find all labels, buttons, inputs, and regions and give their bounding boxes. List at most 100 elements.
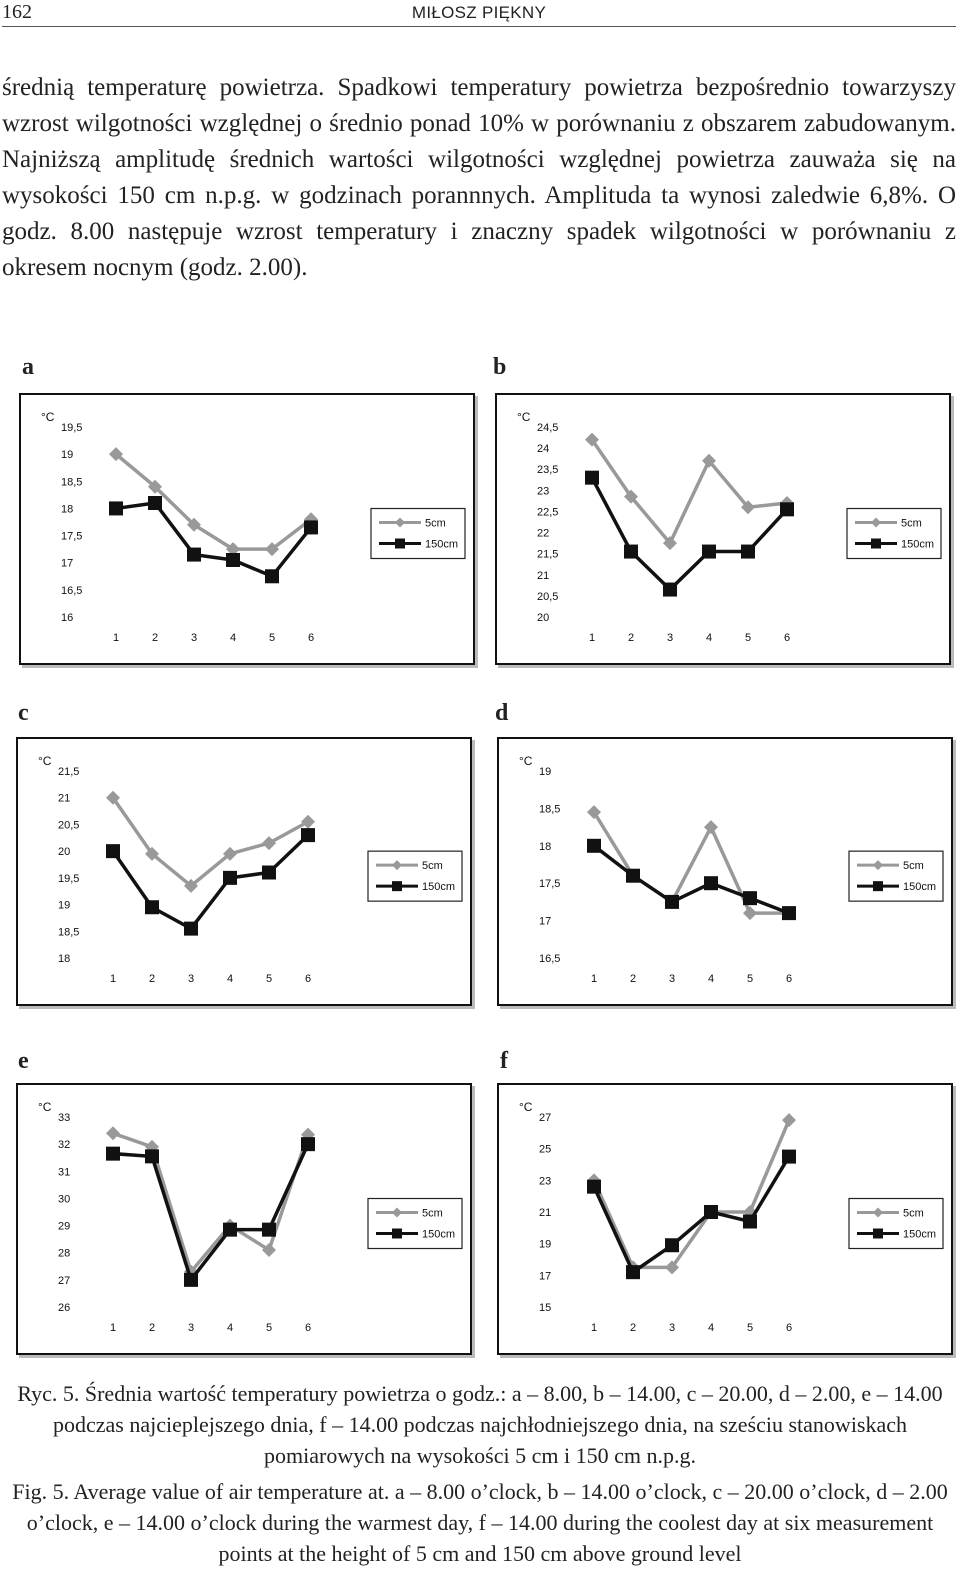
y-tick-label: 23 [539, 1175, 551, 1187]
x-tick-label: 3 [191, 632, 197, 644]
x-tick-label: 2 [152, 632, 158, 644]
y-tick-label: 16 [61, 612, 73, 624]
legend-marker-5cm [873, 1207, 883, 1218]
point-5cm [226, 542, 240, 557]
point-5cm [743, 906, 757, 921]
unit-label: °C [38, 754, 52, 768]
point-5cm [145, 846, 159, 861]
series-line-150cm [592, 1155, 791, 1275]
x-tick-label: 2 [149, 973, 155, 985]
point-150cm [184, 921, 198, 936]
y-tick-label: 19 [539, 766, 551, 778]
x-tick-label: 3 [188, 973, 194, 985]
y-tick-label: 18,5 [58, 926, 79, 938]
series-line-150cm [111, 833, 310, 931]
point-150cm [587, 838, 601, 853]
legend-marker-150cm [395, 538, 405, 549]
legend-marker-150cm [873, 881, 883, 892]
point-5cm [106, 790, 120, 805]
legend-label-5cm: 5cm [422, 1208, 443, 1220]
point-5cm [624, 489, 638, 504]
point-150cm [262, 1222, 276, 1237]
point-150cm [782, 1149, 796, 1164]
x-tick-label: 4 [230, 632, 236, 644]
legend-marker-5cm [392, 860, 402, 871]
x-tick-label: 1 [591, 973, 597, 985]
legend-marker-5cm [871, 517, 881, 528]
x-tick-label: 4 [227, 973, 233, 985]
x-tick-label: 3 [188, 1322, 194, 1334]
panel-label-e: e [18, 1048, 29, 1074]
y-tick-label: 15 [539, 1302, 551, 1314]
y-tick-label: 18,5 [539, 803, 560, 815]
panel-label-c: c [18, 700, 29, 726]
point-150cm [780, 502, 794, 517]
point-5cm [106, 1126, 120, 1141]
x-tick-label: 3 [669, 973, 675, 985]
y-tick-label: 17,5 [539, 878, 560, 890]
point-5cm [665, 1260, 679, 1275]
y-tick-label: 20 [58, 846, 70, 858]
chart-b: °C 24,5 24 23,5 23 22,5 22 21,5 21 20,5 20 1 2 3 4 5 6 5c… [495, 393, 951, 665]
x-tick-label: 5 [745, 632, 751, 644]
unit-label: °C [38, 1100, 52, 1114]
point-150cm [106, 844, 120, 859]
running-head: MIŁOSZ PIĘKNY [411, 3, 547, 22]
point-150cm [626, 868, 640, 883]
y-tick-label: 18,5 [61, 476, 82, 488]
series-line-5cm [111, 796, 309, 889]
y-tick-label: 19,5 [61, 422, 82, 434]
unit-label: °C [519, 1100, 533, 1114]
y-tick-label: 19 [539, 1239, 551, 1251]
point-5cm [585, 432, 599, 447]
point-5cm [145, 1139, 159, 1154]
y-tick-label: 21 [537, 570, 549, 582]
page-number: 162 [2, 1, 32, 23]
y-tick-label: 19 [58, 900, 70, 912]
legend-marker-150cm [392, 1228, 402, 1239]
point-5cm [741, 500, 755, 515]
point-150cm [301, 828, 315, 843]
legend-label-5cm: 5cm [901, 518, 922, 530]
y-tick-label: 17 [539, 916, 551, 928]
legend-box [367, 850, 463, 902]
legend-marker-150cm [873, 1228, 883, 1239]
point-150cm [301, 1137, 315, 1152]
y-tick-label: 22,5 [537, 506, 558, 518]
point-150cm [782, 906, 796, 921]
x-tick-label: 6 [308, 632, 314, 644]
unit-label: °C [41, 410, 55, 424]
legend-marker-150cm [392, 881, 402, 892]
point-150cm [145, 1149, 159, 1164]
y-tick-label: 24 [537, 443, 549, 455]
y-tick-label: 20,5 [58, 819, 79, 831]
point-150cm [145, 900, 159, 915]
y-tick-label: 19,5 [58, 873, 79, 885]
x-tick-label: 1 [591, 1322, 597, 1334]
y-tick-label: 19 [61, 449, 73, 461]
y-tick-label: 29 [58, 1221, 70, 1233]
page-header: 162 MIŁOSZ PIĘKNY [2, 0, 956, 27]
y-tick-label: 28 [58, 1248, 70, 1260]
y-tick-label: 23 [537, 485, 549, 497]
point-5cm [301, 814, 315, 829]
legend-box [848, 850, 944, 902]
point-150cm [109, 501, 123, 516]
y-tick-label: 20,5 [537, 591, 558, 603]
y-tick-label: 23,5 [537, 464, 558, 476]
point-150cm [187, 547, 201, 562]
x-tick-label: 5 [747, 1322, 753, 1334]
point-5cm [148, 479, 162, 494]
series-line-150cm [112, 1143, 310, 1284]
x-tick-label: 2 [630, 973, 636, 985]
point-5cm [109, 447, 123, 462]
series-line-5cm [114, 452, 313, 551]
y-tick-label: 17 [539, 1270, 551, 1282]
x-tick-label: 4 [708, 973, 714, 985]
y-tick-label: 18 [61, 503, 73, 515]
x-tick-label: 4 [706, 632, 712, 644]
x-tick-label: 5 [266, 973, 272, 985]
point-150cm [106, 1146, 120, 1161]
chart-a: °C 19,5 19 18,5 18 17,5 17 16,5 16 1 2 3 4 5 6 5cm 150cm [19, 393, 475, 665]
x-tick-label: 5 [269, 632, 275, 644]
